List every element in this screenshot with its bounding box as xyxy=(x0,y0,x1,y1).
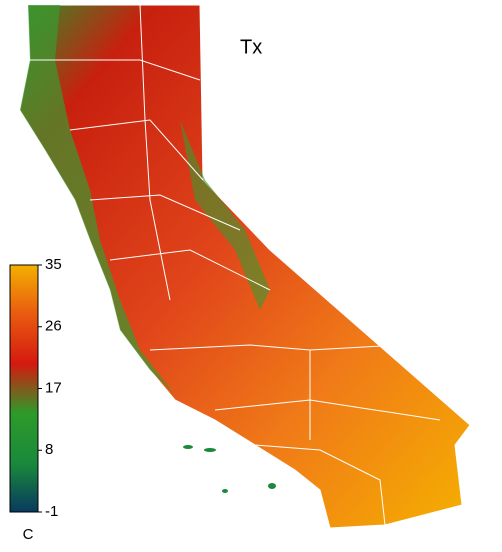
colorbar xyxy=(9,264,39,513)
coast-strip xyxy=(20,5,175,395)
colorbar-tick-label: 8 xyxy=(45,441,53,458)
colorbar-tick-label: -1 xyxy=(45,503,58,520)
county-lines xyxy=(28,4,441,526)
colorbar-tick-label: 17 xyxy=(45,379,62,396)
colorbar-tick-label: 35 xyxy=(45,256,62,273)
colorbar-unit: C xyxy=(23,526,34,543)
islands xyxy=(183,445,276,493)
map-title: Tx xyxy=(240,36,262,58)
sierra-strip xyxy=(180,120,270,310)
colorbar-tick-label: 26 xyxy=(45,318,62,335)
